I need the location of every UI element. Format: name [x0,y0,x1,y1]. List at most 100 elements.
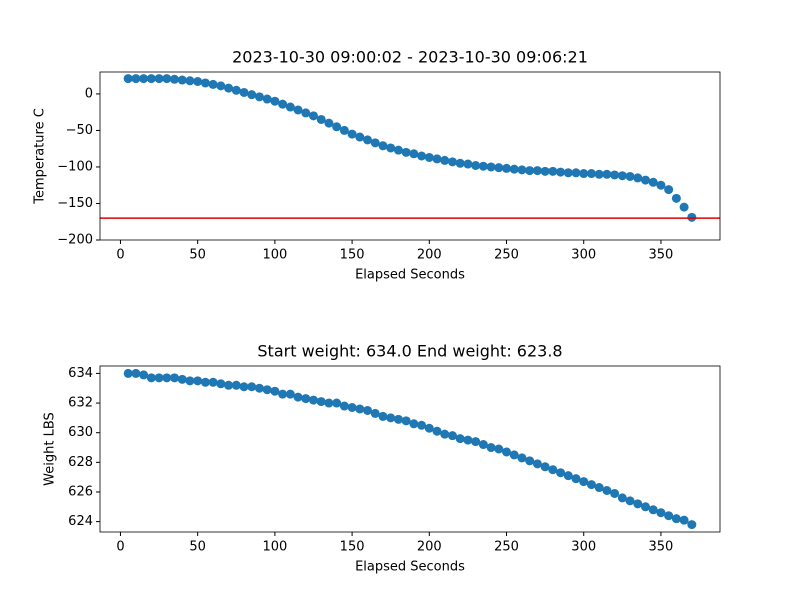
data-point [378,141,388,151]
subplot: Start weight: 634.0 End weight: 623.8 Ela… [43,342,721,575]
data-point [656,180,666,190]
data-point [586,169,596,179]
data-point [579,477,589,487]
data-point [216,379,226,389]
data-point [509,450,519,460]
data-point [509,164,519,174]
data-point [679,202,689,212]
subplot-title: Start weight: 634.0 End weight: 623.8 [257,342,562,361]
data-point [308,111,318,121]
axes-frame [99,365,721,533]
data-point [123,74,133,84]
data-point [393,414,403,424]
data-point [355,404,365,414]
data-point [409,419,419,429]
data-point [370,408,380,418]
data-point [594,169,604,179]
data-point [139,74,149,84]
data-point [185,376,195,386]
data-point [540,166,550,176]
data-point [525,456,535,466]
data-point [409,149,419,159]
data-point [679,515,689,525]
data-point [285,102,295,112]
data-point [208,377,218,387]
data-point [602,169,612,179]
x-tick-label: 50 [189,248,206,263]
data-point [308,395,318,405]
data-point [502,447,512,457]
data-point [455,434,465,444]
x-tick-label: 100 [262,248,287,263]
y-tick-label: −200 [57,233,93,248]
x-tick-label: 150 [340,248,365,263]
data-point [671,193,681,203]
data-point [556,167,566,177]
data-point [270,386,280,396]
data-point [301,394,311,404]
data-point [162,373,172,383]
data-point [594,483,604,493]
data-point [347,403,357,412]
data-point [440,429,450,439]
data-point [355,132,365,142]
data-point [687,520,697,530]
y-tick-label: 0 [85,86,93,101]
data-point [177,374,187,384]
y-tick-label: 626 [68,484,93,499]
data-point [200,78,210,88]
data-point [648,505,658,515]
data-point [247,382,257,392]
data-point [417,151,427,161]
x-tick-label: 300 [571,248,596,263]
data-point [463,435,473,445]
data-point [278,99,288,109]
data-point [664,185,674,195]
x-tick-label: 200 [417,540,442,555]
x-tick-label: 0 [116,540,124,555]
data-point [478,440,488,450]
data-point [332,122,342,132]
data-point [200,377,210,387]
data-point [316,397,326,407]
y-tick-label: 632 [68,396,93,411]
x-tick-label: 200 [417,248,442,263]
data-point [548,465,558,475]
data-point [463,159,473,169]
data-point [625,171,635,181]
data-point [517,453,527,463]
data-point [285,389,295,399]
y-tick-label: 634 [68,366,93,381]
subplot-title: 2023-10-30 09:00:02 - 2023-10-30 09:06:2… [232,48,588,67]
data-point [278,389,288,399]
data-point [455,158,465,168]
axes-frame [99,71,721,241]
data-point [370,138,380,148]
data-point [633,499,643,509]
data-point [502,163,512,173]
data-point [185,76,195,86]
x-axis-label: Elapsed Seconds [355,560,465,575]
data-point [224,380,234,390]
data-point [617,493,627,503]
data-point [131,368,141,378]
data-point [540,462,550,472]
data-point [671,514,681,524]
data-point [239,87,249,97]
y-tick-label: 624 [68,514,93,529]
data-point [254,92,264,102]
data-point [486,162,496,172]
data-point [525,166,535,176]
data-point [363,405,373,415]
data-point [417,420,427,430]
data-point [216,81,226,91]
data-point [123,368,133,378]
data-point [440,155,450,165]
data-point [447,157,457,167]
data-point [154,74,164,84]
data-point [579,169,589,179]
data-point [486,443,496,453]
x-tick-label: 50 [189,540,206,555]
